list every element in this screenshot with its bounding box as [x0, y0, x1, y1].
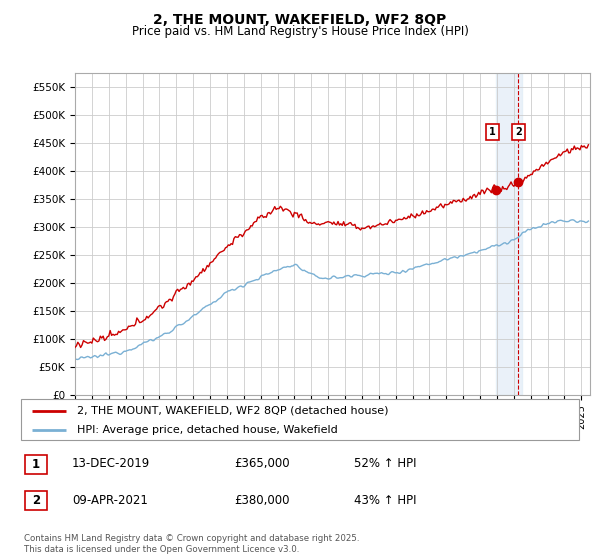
Text: 2, THE MOUNT, WAKEFIELD, WF2 8QP (detached house): 2, THE MOUNT, WAKEFIELD, WF2 8QP (detach… — [77, 405, 388, 416]
Text: £380,000: £380,000 — [234, 493, 290, 507]
Text: 13-DEC-2019: 13-DEC-2019 — [72, 457, 150, 470]
Text: 1: 1 — [32, 458, 40, 471]
Text: 1: 1 — [490, 127, 496, 137]
Text: 2: 2 — [515, 127, 522, 137]
Text: 09-APR-2021: 09-APR-2021 — [72, 493, 148, 507]
Text: £365,000: £365,000 — [234, 457, 290, 470]
Text: 2: 2 — [32, 494, 40, 507]
Text: 43% ↑ HPI: 43% ↑ HPI — [354, 493, 416, 507]
Text: 52% ↑ HPI: 52% ↑ HPI — [354, 457, 416, 470]
Text: Contains HM Land Registry data © Crown copyright and database right 2025.
This d: Contains HM Land Registry data © Crown c… — [24, 534, 359, 554]
Bar — [496, 73, 522, 395]
Text: 2, THE MOUNT, WAKEFIELD, WF2 8QP: 2, THE MOUNT, WAKEFIELD, WF2 8QP — [154, 13, 446, 27]
Text: HPI: Average price, detached house, Wakefield: HPI: Average price, detached house, Wake… — [77, 424, 338, 435]
Text: Price paid vs. HM Land Registry's House Price Index (HPI): Price paid vs. HM Land Registry's House … — [131, 25, 469, 39]
